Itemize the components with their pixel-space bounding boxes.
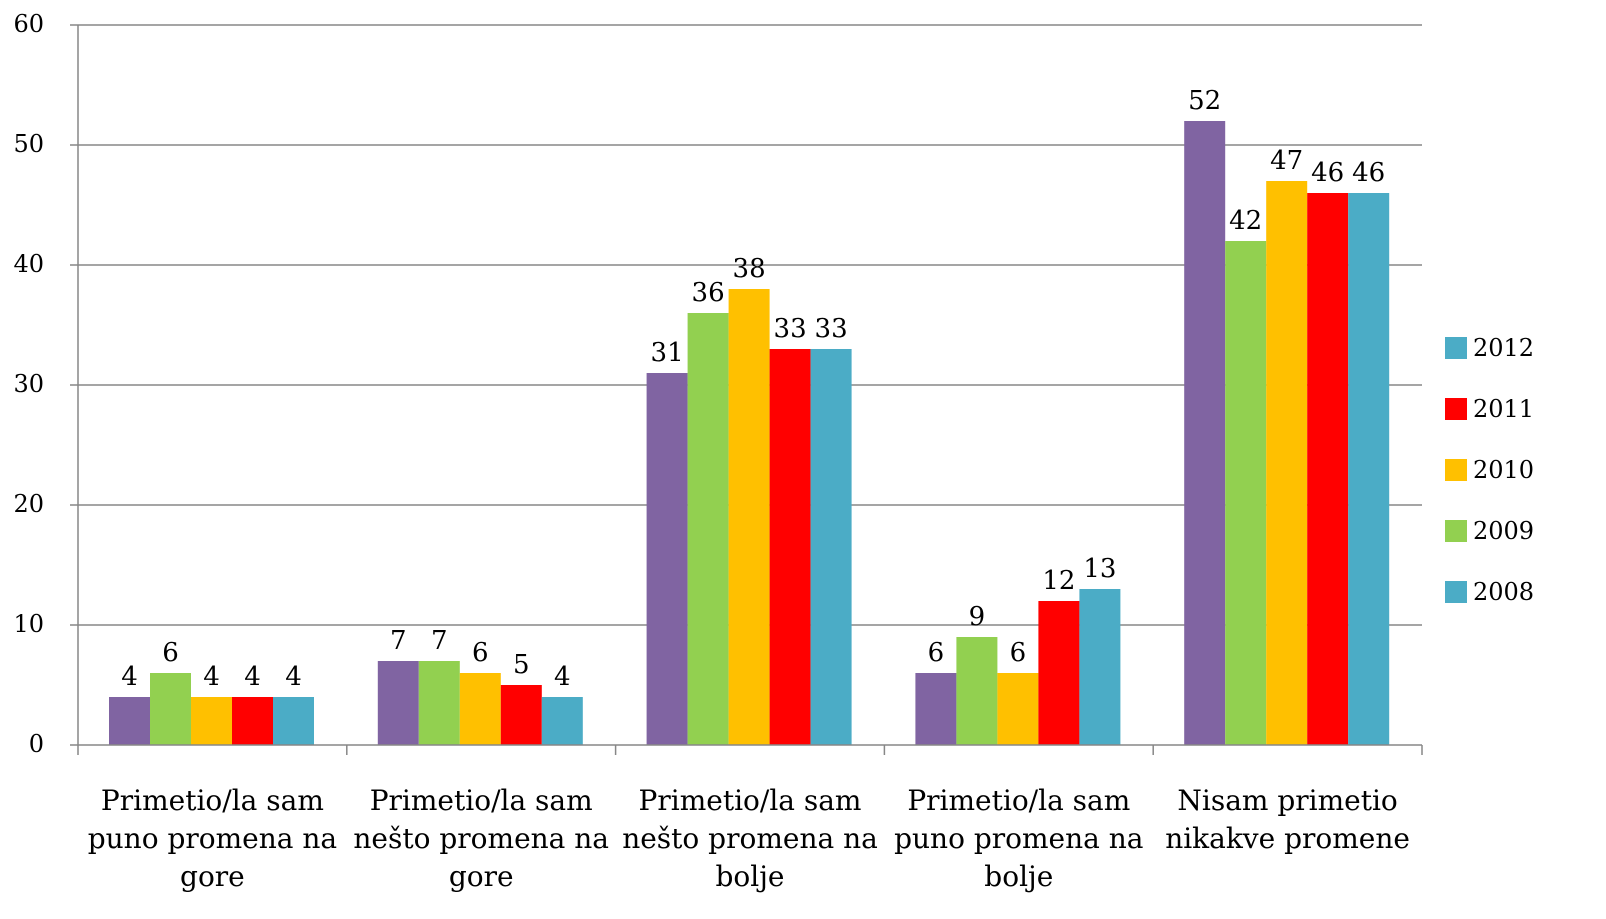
data-label: 42 bbox=[1229, 206, 1262, 236]
bar bbox=[377, 661, 419, 745]
y-tick-label: 20 bbox=[13, 490, 44, 518]
data-label: 4 bbox=[285, 662, 302, 692]
bar bbox=[273, 697, 314, 745]
y-tick-label: 40 bbox=[13, 250, 44, 278]
data-label: 12 bbox=[1042, 566, 1075, 596]
category-label: Primetio/la sam bbox=[639, 784, 862, 817]
bar bbox=[769, 349, 811, 745]
legend-swatch bbox=[1445, 398, 1467, 420]
category-label: nikakve promene bbox=[1165, 822, 1410, 855]
data-label: 6 bbox=[162, 638, 179, 668]
category-label: gore bbox=[449, 860, 514, 893]
y-tick-label: 0 bbox=[29, 730, 44, 758]
bar bbox=[646, 373, 688, 745]
category-label: puno promena na bbox=[894, 822, 1143, 855]
axes bbox=[77, 25, 1423, 755]
bar bbox=[687, 313, 729, 745]
bar bbox=[191, 697, 232, 745]
legend-label: 2011 bbox=[1473, 395, 1534, 423]
data-label: 4 bbox=[554, 662, 571, 692]
legend: 2012 2011 2010 2009 2008 bbox=[1445, 334, 1534, 606]
data-label: 6 bbox=[1010, 638, 1027, 668]
data-label: 33 bbox=[774, 314, 807, 344]
bar bbox=[997, 673, 1039, 745]
bar bbox=[1038, 601, 1080, 745]
category-label: Nisam primetio bbox=[1177, 784, 1397, 817]
data-label: 36 bbox=[692, 278, 725, 308]
data-label: 46 bbox=[1311, 158, 1344, 188]
bar bbox=[1225, 241, 1267, 745]
y-tick-label: 60 bbox=[13, 10, 44, 38]
data-label: 4 bbox=[121, 662, 138, 692]
data-label: 52 bbox=[1188, 86, 1221, 116]
legend-swatch bbox=[1445, 337, 1467, 359]
bar bbox=[1079, 589, 1121, 745]
bar bbox=[232, 697, 273, 745]
category-label: gore bbox=[180, 860, 245, 893]
category-label: bolje bbox=[716, 860, 785, 893]
category-labels: Primetio/la sam puno promena na gore Primet… bbox=[88, 784, 1410, 893]
bar bbox=[500, 685, 542, 745]
bar bbox=[1307, 193, 1349, 745]
bar bbox=[109, 697, 150, 745]
bar bbox=[150, 673, 191, 745]
bar bbox=[1266, 181, 1308, 745]
data-label: 7 bbox=[431, 626, 448, 656]
y-tick-label: 10 bbox=[13, 610, 44, 638]
data-label: 33 bbox=[815, 314, 848, 344]
legend-label: 2012 bbox=[1473, 334, 1534, 362]
category-label: Primetio/la sam bbox=[101, 784, 324, 817]
bar bbox=[418, 661, 460, 745]
category-label: bolje bbox=[984, 860, 1053, 893]
legend-label: 2008 bbox=[1473, 578, 1534, 606]
bar bbox=[1348, 193, 1390, 745]
bar bbox=[459, 673, 501, 745]
legend-swatch bbox=[1445, 520, 1467, 542]
y-axis-ticks: 0 10 20 30 40 50 60 bbox=[13, 10, 78, 758]
category-label: Primetio/la sam bbox=[370, 784, 593, 817]
data-label: 6 bbox=[472, 638, 489, 668]
category-label: nešto promena na bbox=[353, 822, 609, 855]
data-label: 7 bbox=[390, 626, 407, 656]
category-label: nešto promena na bbox=[622, 822, 878, 855]
bar bbox=[1184, 121, 1226, 745]
legend-swatch bbox=[1445, 459, 1467, 481]
bar bbox=[541, 697, 583, 745]
y-tick-label: 50 bbox=[13, 130, 44, 158]
bar bbox=[728, 289, 770, 745]
data-label: 5 bbox=[513, 650, 530, 680]
data-label: 13 bbox=[1083, 554, 1116, 584]
bar bbox=[956, 637, 998, 745]
legend-swatch bbox=[1445, 581, 1467, 603]
data-label: 4 bbox=[203, 662, 220, 692]
data-label: 47 bbox=[1270, 146, 1303, 176]
data-label: 38 bbox=[733, 254, 766, 284]
legend-label: 2009 bbox=[1473, 517, 1534, 545]
y-tick-label: 30 bbox=[13, 370, 44, 398]
data-label: 9 bbox=[969, 602, 986, 632]
data-label: 6 bbox=[928, 638, 945, 668]
data-label: 31 bbox=[651, 338, 684, 368]
category-label: puno promena na bbox=[88, 822, 337, 855]
data-label: 46 bbox=[1352, 158, 1385, 188]
bar bbox=[810, 349, 852, 745]
legend-label: 2010 bbox=[1473, 456, 1534, 484]
data-label: 4 bbox=[244, 662, 261, 692]
bar bbox=[915, 673, 957, 745]
bars bbox=[109, 121, 1390, 745]
category-label: Primetio/la sam bbox=[907, 784, 1130, 817]
